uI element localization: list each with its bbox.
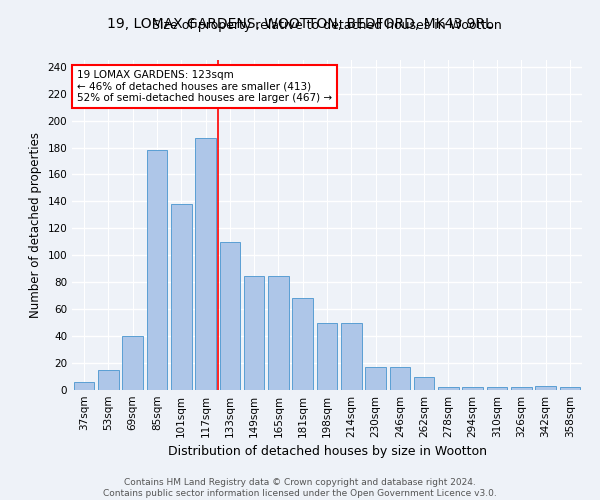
Bar: [365, 367, 386, 390]
Bar: [122, 336, 143, 390]
Bar: [535, 386, 556, 390]
Bar: [98, 370, 119, 390]
Bar: [292, 298, 313, 390]
Bar: [244, 276, 265, 390]
Title: Size of property relative to detached houses in Wootton: Size of property relative to detached ho…: [152, 20, 502, 32]
Bar: [171, 204, 191, 390]
Bar: [463, 388, 483, 390]
Bar: [146, 150, 167, 390]
Bar: [341, 322, 362, 390]
Bar: [268, 276, 289, 390]
Bar: [220, 242, 240, 390]
Bar: [317, 322, 337, 390]
Y-axis label: Number of detached properties: Number of detached properties: [29, 132, 42, 318]
Text: 19 LOMAX GARDENS: 123sqm
← 46% of detached houses are smaller (413)
52% of semi-: 19 LOMAX GARDENS: 123sqm ← 46% of detach…: [77, 70, 332, 103]
Bar: [438, 388, 459, 390]
Bar: [195, 138, 216, 390]
Text: 19, LOMAX GARDENS, WOOTTON, BEDFORD, MK43 9RL: 19, LOMAX GARDENS, WOOTTON, BEDFORD, MK4…: [107, 18, 493, 32]
Text: Contains HM Land Registry data © Crown copyright and database right 2024.
Contai: Contains HM Land Registry data © Crown c…: [103, 478, 497, 498]
Bar: [487, 388, 508, 390]
X-axis label: Distribution of detached houses by size in Wootton: Distribution of detached houses by size …: [167, 446, 487, 458]
Bar: [389, 367, 410, 390]
Bar: [74, 382, 94, 390]
Bar: [414, 376, 434, 390]
Bar: [560, 388, 580, 390]
Bar: [511, 388, 532, 390]
